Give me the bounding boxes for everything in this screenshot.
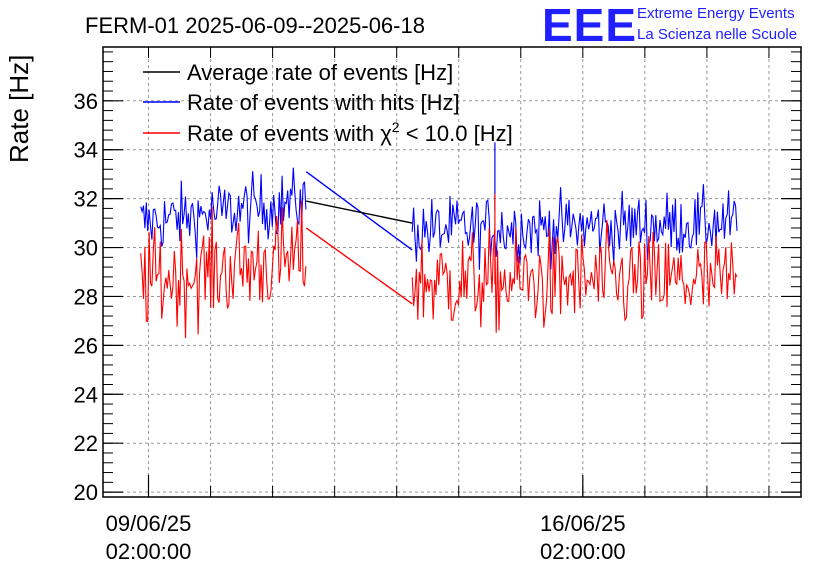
y-tick-label: 26 [74,333,98,358]
legend-label-hits: Rate of events with hits [Hz] [187,90,460,115]
series-chi2-noise [411,219,738,333]
legend-label-average: Average rate of events [Hz] [187,60,453,85]
series-chi2-noise [140,200,307,339]
legend-label-chi2: Rate of events with χ2 < 10.0 [Hz] [187,119,513,146]
y-tick-label: 20 [74,480,98,505]
y-tick-labels: 20 22 24 26 28 30 32 34 36 [74,89,98,505]
x-tick-labels: 09/06/25 02:00:00 16/06/25 02:00:00 [106,511,626,564]
chart-title: FERM-01 2025-06-09--2025-06-18 [85,13,425,38]
y-tick-label: 32 [74,187,98,212]
y-tick-label: 30 [74,236,98,261]
series-hits-noise [140,167,307,259]
series-chi2-gap-line [305,227,413,305]
legend-chi2-symbol: χ [380,121,392,146]
x-tick-label-date: 16/06/25 [540,511,626,536]
y-axis-label: Rate [Hz] [4,55,34,163]
logo-line-2: La Scienza nelle Scuole [637,26,797,43]
legend-chi2-prefix: Rate of events with [187,121,380,146]
legend-chi2-sup: 2 [392,119,400,135]
series-hits-noise [411,184,738,270]
series-hits-gap-line [305,171,413,251]
axis-ticks [103,47,801,497]
x-tick-label-time: 02:00:00 [540,539,626,564]
series-average-gap-line [306,200,413,224]
y-tick-label: 34 [74,138,98,163]
legend: Average rate of events [Hz] Rate of even… [143,60,513,146]
y-tick-label: 24 [74,382,98,407]
y-tick-label: 22 [74,431,98,456]
legend-chi2-suffix: < 10.0 [Hz] [400,121,513,146]
y-tick-label: 28 [74,284,98,309]
y-tick-label: 36 [74,89,98,114]
x-tick-label-time: 02:00:00 [106,539,192,564]
eee-logo: EEE Extreme Energy Events La Scienza nel… [542,0,797,51]
logo-letters: EEE [542,0,637,51]
logo-line-1: Extreme Energy Events [637,5,795,22]
x-tick-label-date: 09/06/25 [106,511,192,536]
plot-frame [102,46,802,498]
series-layer [140,142,738,339]
grid-lines [103,47,801,497]
